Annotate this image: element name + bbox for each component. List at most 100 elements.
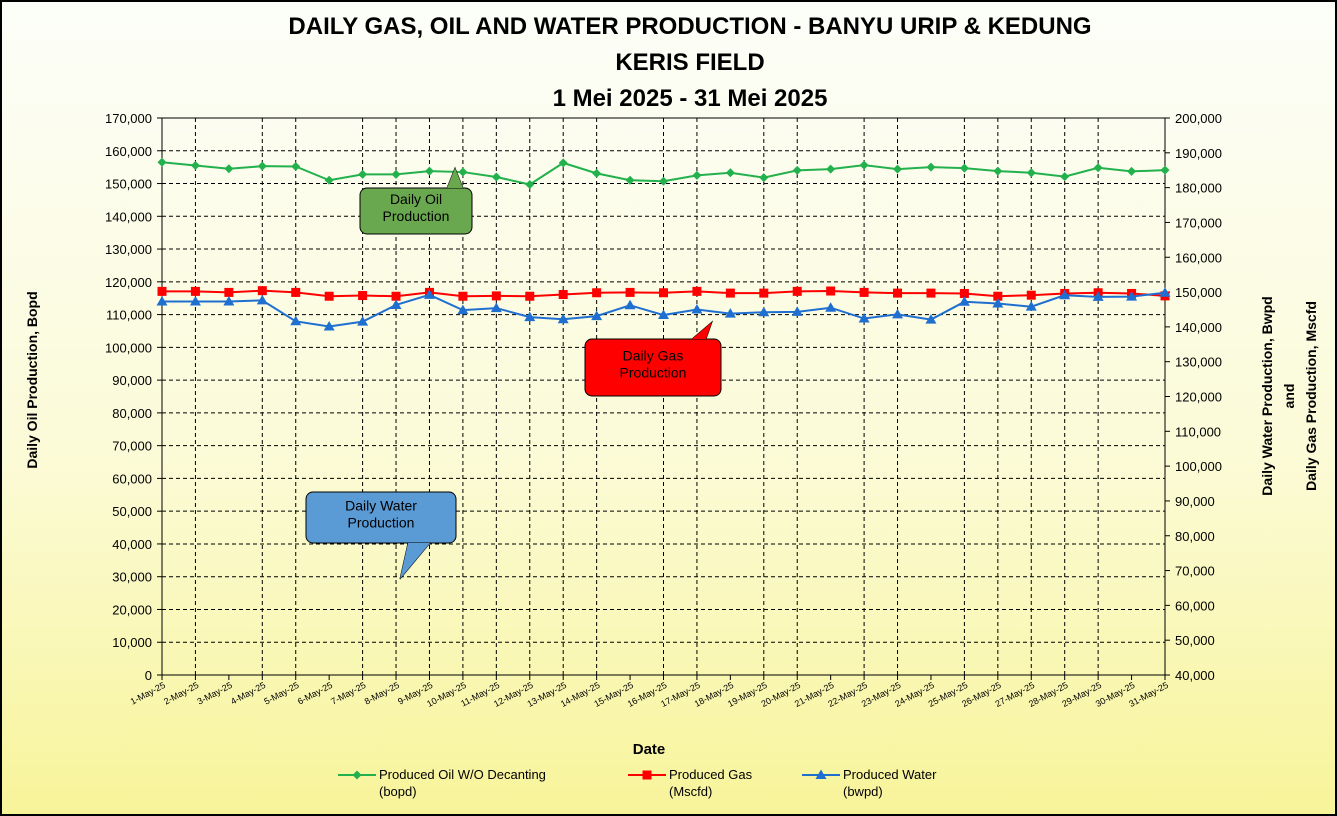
left-tick-label: 160,000 bbox=[105, 144, 152, 159]
data-point-square bbox=[391, 291, 401, 301]
chart-title: DAILY GAS, OIL AND WATER PRODUCTION - BA… bbox=[288, 13, 1091, 112]
data-point-square bbox=[458, 291, 468, 301]
data-point-square bbox=[324, 291, 334, 301]
left-tick-label: 140,000 bbox=[105, 209, 152, 224]
left-tick-label: 40,000 bbox=[112, 537, 152, 552]
data-point-triangle bbox=[1059, 289, 1071, 300]
data-point-diamond bbox=[926, 162, 936, 172]
right-tick-label: 40,000 bbox=[1175, 668, 1215, 683]
series-2 bbox=[157, 286, 1170, 301]
data-point-square bbox=[826, 286, 836, 296]
data-point-diamond bbox=[157, 157, 167, 167]
data-point-triangle bbox=[290, 315, 302, 326]
data-point-triangle bbox=[958, 296, 970, 306]
x-axis-label: Date bbox=[633, 741, 666, 758]
left-tick-label: 90,000 bbox=[112, 373, 152, 388]
data-point-triangle bbox=[925, 314, 937, 324]
series-lines bbox=[156, 157, 1171, 331]
legend-label: Produced Water (bwpd) bbox=[843, 767, 937, 799]
data-point-diamond bbox=[358, 169, 368, 179]
gridlines bbox=[161, 117, 1166, 676]
callout-text: Production bbox=[620, 365, 687, 381]
chart-title-line-2: KERIS FIELD bbox=[615, 49, 764, 76]
left-y-axis: 0 10,000 20,000 30,000 40,000 50,000 60,000 70,… bbox=[105, 111, 162, 683]
left-tick-label: 60,000 bbox=[112, 471, 152, 486]
left-tick-label: 170,000 bbox=[105, 111, 152, 126]
data-point-triangle bbox=[557, 313, 569, 324]
data-point-diamond bbox=[558, 158, 568, 168]
legend-item-2: Produced Gas (Mscfd) bbox=[628, 767, 753, 799]
callout-text: Production bbox=[383, 208, 450, 224]
left-tick-label: 110,000 bbox=[106, 308, 152, 323]
left-tick-label: 50,000 bbox=[112, 504, 152, 519]
callout-text: Daily Gas bbox=[623, 348, 684, 364]
chart-title-line-1: DAILY GAS, OIL AND WATER PRODUCTION - BA… bbox=[288, 13, 1091, 40]
left-tick-label: 130,000 bbox=[105, 242, 152, 257]
data-point-triangle bbox=[658, 309, 669, 320]
data-point-triangle bbox=[1159, 287, 1171, 297]
data-point-diamond bbox=[458, 167, 468, 177]
left-tick-label: 80,000 bbox=[112, 406, 152, 421]
data-point-diamond bbox=[993, 166, 1003, 176]
data-point-diamond bbox=[352, 770, 362, 780]
data-point-square bbox=[725, 288, 735, 298]
data-point-triangle bbox=[323, 321, 335, 331]
data-point-square bbox=[759, 288, 769, 298]
right-tick-label: 100,000 bbox=[1175, 459, 1222, 474]
data-point-triangle bbox=[189, 295, 201, 306]
data-point-square bbox=[1026, 290, 1036, 300]
data-point-diamond bbox=[792, 165, 802, 175]
right-tick-label: 150,000 bbox=[1175, 285, 1222, 300]
data-point-triangle bbox=[624, 299, 636, 310]
data-point-diamond bbox=[224, 164, 234, 174]
data-point-diamond bbox=[759, 173, 769, 183]
data-point-triangle bbox=[1126, 291, 1138, 301]
right-tick-label: 90,000 bbox=[1175, 494, 1215, 509]
callout-tail-fill bbox=[692, 322, 712, 339]
data-point-triangle bbox=[223, 295, 235, 306]
right-tick-label: 60,000 bbox=[1175, 598, 1215, 613]
right-tick-label: 50,000 bbox=[1175, 633, 1215, 648]
data-point-triangle bbox=[256, 294, 268, 305]
data-point-triangle bbox=[423, 289, 435, 299]
left-tick-label: 30,000 bbox=[112, 570, 152, 585]
right-y-axis-label-line-1: Daily Water Production, Bwpd bbox=[1259, 296, 1275, 495]
data-point-square bbox=[491, 291, 501, 301]
data-point-diamond bbox=[659, 176, 668, 186]
legend-item-1: Produced Oil W/O Decanting (bopd) bbox=[338, 767, 546, 799]
data-point-square bbox=[190, 286, 200, 296]
callout-tail-fill bbox=[447, 168, 463, 188]
data-point-diamond bbox=[1026, 168, 1036, 178]
data-point-triangle bbox=[156, 295, 168, 306]
data-point-diamond bbox=[692, 170, 702, 180]
right-tick-label: 110,000 bbox=[1175, 424, 1221, 439]
right-tick-label: 170,000 bbox=[1175, 215, 1222, 230]
left-tick-label: 20,000 bbox=[112, 602, 152, 617]
data-point-diamond bbox=[491, 172, 501, 182]
data-point-diamond bbox=[257, 161, 267, 171]
legend-label: Produced Oil W/O Decanting (bopd) bbox=[379, 767, 546, 799]
data-point-triangle bbox=[758, 306, 770, 317]
data-point-diamond bbox=[625, 175, 635, 185]
right-tick-label: 200,000 bbox=[1175, 111, 1222, 126]
data-point-triangle bbox=[815, 769, 827, 779]
data-point-diamond bbox=[525, 180, 535, 190]
data-point-diamond bbox=[1060, 172, 1070, 182]
data-point-square bbox=[525, 291, 535, 301]
right-y-axis-label-line-2: and bbox=[1281, 384, 1297, 409]
data-point-triangle bbox=[457, 304, 469, 315]
callout-tail-fill bbox=[400, 543, 430, 579]
data-point-diamond bbox=[424, 166, 434, 176]
data-point-triangle bbox=[357, 316, 369, 326]
data-point-triangle bbox=[1025, 301, 1037, 311]
data-point-square bbox=[291, 287, 301, 297]
callout-box bbox=[584, 338, 722, 397]
data-point-diamond bbox=[291, 161, 301, 171]
series-1 bbox=[157, 157, 1170, 190]
